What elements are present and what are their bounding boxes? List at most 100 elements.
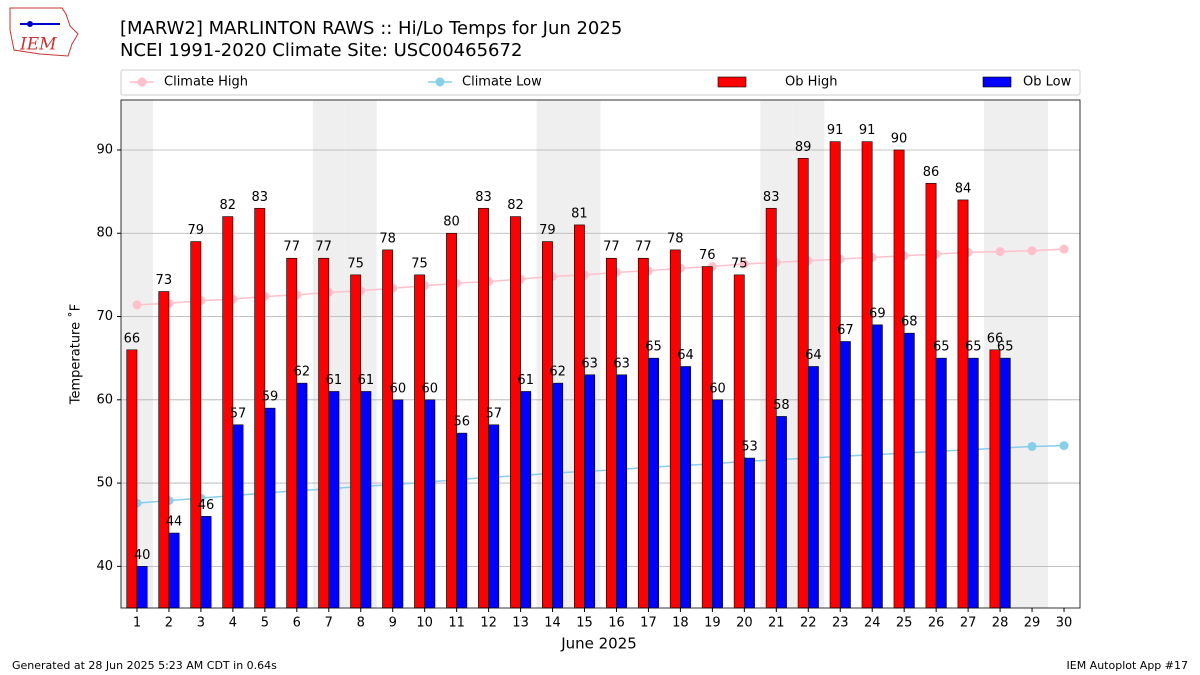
bar-label: 60 bbox=[709, 381, 726, 396]
bar-label: 58 bbox=[773, 398, 790, 413]
bar bbox=[136, 566, 148, 609]
bar bbox=[829, 141, 841, 609]
x-tick-label: 1 bbox=[133, 616, 141, 631]
bar bbox=[637, 257, 649, 609]
weekend-band bbox=[1016, 100, 1049, 608]
bar-label: 84 bbox=[955, 181, 972, 196]
bar-label: 56 bbox=[453, 415, 470, 430]
bar bbox=[616, 374, 628, 609]
bar-label: 75 bbox=[731, 256, 748, 271]
line-marker bbox=[132, 300, 142, 310]
bar bbox=[296, 382, 308, 609]
bar-label: 44 bbox=[166, 515, 183, 530]
y-tick-label: 80 bbox=[96, 226, 113, 241]
bar bbox=[807, 366, 819, 609]
x-tick-label: 20 bbox=[736, 616, 753, 631]
bar-label: 60 bbox=[422, 381, 439, 396]
bar-label: 77 bbox=[603, 240, 620, 255]
bar bbox=[456, 432, 468, 609]
x-axis-label: June 2025 bbox=[560, 635, 637, 653]
bar-label: 62 bbox=[294, 365, 311, 380]
bar bbox=[424, 399, 436, 609]
bar-label: 40 bbox=[134, 548, 151, 563]
bar-label: 75 bbox=[347, 256, 364, 271]
bar-label: 86 bbox=[923, 165, 940, 180]
legend-box bbox=[120, 69, 1081, 96]
footer-right: IEM Autoplot App #17 bbox=[1067, 659, 1189, 672]
legend-marker bbox=[435, 77, 445, 87]
bar bbox=[935, 357, 947, 609]
bar bbox=[392, 399, 404, 609]
bar bbox=[584, 374, 596, 609]
bar bbox=[797, 157, 809, 609]
y-tick-label: 40 bbox=[96, 559, 113, 574]
x-tick-label: 17 bbox=[640, 616, 657, 631]
bar-label: 68 bbox=[901, 315, 918, 330]
bar bbox=[871, 324, 883, 609]
bar-label: 90 bbox=[891, 131, 908, 146]
x-tick-label: 7 bbox=[325, 616, 333, 631]
bar bbox=[925, 182, 937, 609]
x-tick-label: 29 bbox=[1024, 616, 1041, 631]
bar-label: 53 bbox=[741, 440, 758, 455]
x-tick-label: 5 bbox=[261, 616, 269, 631]
x-tick-label: 27 bbox=[960, 616, 977, 631]
line-marker bbox=[995, 247, 1005, 257]
line-marker bbox=[1059, 244, 1069, 254]
x-tick-label: 30 bbox=[1056, 616, 1073, 631]
bar bbox=[957, 199, 969, 609]
bar-label: 61 bbox=[517, 373, 534, 388]
bar-label: 61 bbox=[326, 373, 343, 388]
bar-label: 73 bbox=[156, 273, 173, 288]
bar bbox=[382, 249, 394, 609]
x-tick-label: 2 bbox=[165, 616, 173, 631]
x-tick-label: 3 bbox=[197, 616, 205, 631]
bar-label: 65 bbox=[997, 340, 1014, 355]
bar bbox=[542, 241, 553, 609]
line-marker bbox=[739, 259, 749, 269]
bar bbox=[573, 224, 585, 609]
bar-label: 82 bbox=[507, 198, 524, 213]
bar bbox=[712, 399, 723, 609]
bar-label: 83 bbox=[763, 190, 780, 205]
bar-label: 63 bbox=[613, 356, 630, 371]
x-tick-label: 11 bbox=[448, 616, 465, 631]
bar bbox=[839, 341, 851, 609]
bar-label: 66 bbox=[987, 331, 1004, 346]
bar bbox=[350, 274, 362, 609]
x-tick-label: 8 bbox=[357, 616, 365, 631]
bar bbox=[680, 366, 691, 609]
legend-label: Ob High bbox=[785, 75, 838, 90]
y-tick-label: 60 bbox=[96, 392, 113, 407]
bar-label: 64 bbox=[677, 348, 694, 363]
bar bbox=[605, 257, 617, 609]
bar bbox=[254, 207, 266, 609]
bar-label: 83 bbox=[251, 190, 268, 205]
x-tick-label: 23 bbox=[832, 616, 849, 631]
bar-label: 66 bbox=[124, 331, 141, 346]
bar bbox=[552, 382, 564, 609]
bar bbox=[999, 357, 1011, 609]
bar-label: 91 bbox=[827, 123, 844, 138]
bar bbox=[190, 241, 202, 609]
bar bbox=[701, 266, 713, 609]
bar bbox=[232, 424, 244, 609]
legend-marker bbox=[137, 77, 147, 87]
bar-label: 46 bbox=[198, 498, 215, 513]
footer-left: Generated at 28 Jun 2025 5:23 AM CDT in … bbox=[12, 659, 277, 672]
bar-label: 75 bbox=[411, 256, 428, 271]
y-tick-label: 90 bbox=[96, 142, 113, 157]
x-tick-label: 4 bbox=[229, 616, 237, 631]
bar-label: 78 bbox=[667, 231, 684, 246]
x-tick-label: 18 bbox=[672, 616, 689, 631]
logo: IEM bbox=[9, 7, 79, 57]
x-tick-label: 22 bbox=[800, 616, 817, 631]
line-marker bbox=[1059, 441, 1069, 451]
bar bbox=[669, 249, 681, 609]
bar-label: 77 bbox=[635, 240, 652, 255]
bar-label: 69 bbox=[869, 306, 886, 321]
x-tick-label: 16 bbox=[608, 616, 625, 631]
bar bbox=[510, 216, 521, 609]
bar bbox=[861, 141, 873, 609]
